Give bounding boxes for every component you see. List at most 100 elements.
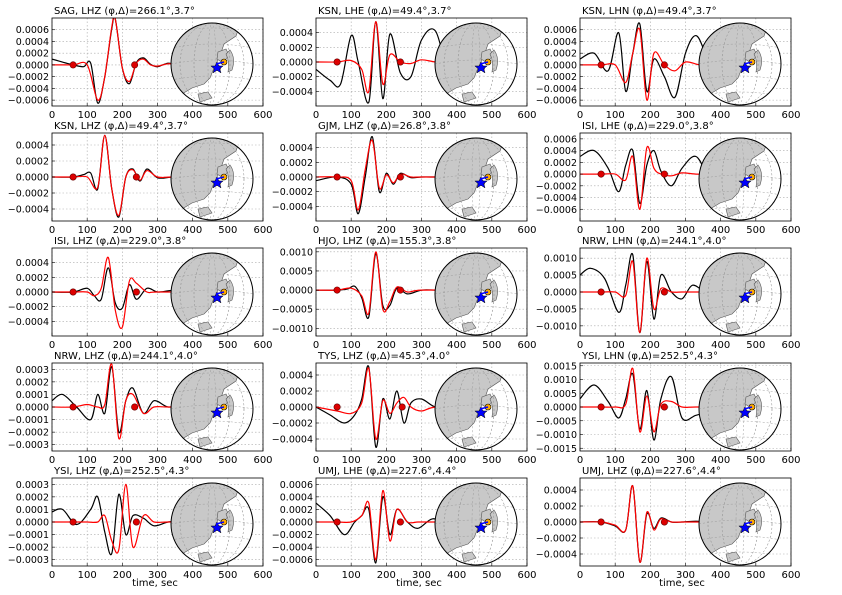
map-meridian [179, 368, 245, 450]
path-line [743, 176, 753, 180]
y-tick-label: 0.0006 [16, 25, 49, 36]
y-tick-label: 0.0004 [16, 141, 49, 152]
map-island-south [725, 91, 741, 103]
map-outline [698, 137, 782, 221]
x-tick-label: 100 [342, 110, 361, 121]
y-tick-label: 0.0000 [544, 60, 577, 71]
x-tick-label: 600 [253, 340, 272, 351]
x-tick-label: 100 [606, 455, 625, 466]
y-tick-label: 0.0005 [544, 389, 577, 400]
subplot-title: TYS, LHZ (φ,Δ)=45.3°,4.0° [317, 351, 450, 362]
subplot-title: HJO, LHZ (φ,Δ)=155.3°,3.8° [318, 236, 456, 247]
map-peninsula [744, 163, 758, 179]
x-tick-label: 0 [313, 340, 319, 351]
x-tick-label: 200 [113, 110, 132, 121]
subplot-grid: 0 100 200 300 400 500 600 0.0006 0.0004 0.0002 0.0… [8, 6, 801, 581]
synthetic-trace [52, 256, 207, 329]
window-marker-1 [597, 61, 605, 69]
x-tick-label: 500 [218, 455, 237, 466]
x-tick-label: 0 [577, 340, 583, 351]
y-tick-label: −0.0003 [8, 440, 49, 451]
x-tick-label: 400 [447, 110, 466, 121]
map-content [171, 483, 253, 565]
x-tick-label: 400 [183, 110, 202, 121]
map-parallel [171, 404, 253, 410]
synthetic-trace [580, 367, 735, 433]
synthetic-trace [316, 489, 471, 561]
map-parallel [699, 519, 781, 525]
y-tick-label: 0.0002 [280, 505, 313, 516]
epicenter-star [474, 61, 488, 74]
map-inset [698, 482, 782, 566]
x-tick-label: 500 [218, 225, 237, 236]
path-line [215, 61, 225, 65]
x-tick-label: 300 [412, 455, 431, 466]
map-peninsula [744, 393, 758, 409]
y-tick-label: 0.0004 [280, 371, 313, 382]
x-tick-label: 0 [577, 455, 583, 466]
map-island-south [197, 321, 213, 333]
window-marker-1 [597, 518, 605, 526]
y-tick-label: −0.0003 [8, 555, 49, 566]
epicenter-star [210, 176, 224, 189]
window-marker-2 [660, 288, 668, 296]
window-marker-1 [597, 170, 605, 178]
map-meridian [193, 253, 231, 335]
y-tick-label: −0.0004 [8, 317, 49, 328]
window-marker-1 [69, 173, 77, 181]
map-island-south [725, 206, 741, 218]
y-tick-label: 0.0002 [16, 157, 49, 168]
y-tick-label: −0.0006 [272, 555, 313, 566]
y-tick-label: 0.0006 [280, 480, 313, 491]
y-tick-label: 0.0004 [280, 28, 313, 39]
y-tick-label: 0.0001 [16, 505, 49, 516]
map-peninsula [480, 48, 494, 64]
x-tick-label: 400 [447, 455, 466, 466]
path-line [479, 176, 489, 180]
window-marker-1 [333, 286, 341, 294]
map-parallel [699, 158, 781, 164]
x-tick-label: 100 [78, 570, 97, 581]
map-parallel [171, 503, 253, 509]
map-inset [698, 22, 782, 106]
map-meridian [457, 138, 495, 220]
path-line [479, 521, 489, 525]
y-tick-label: 0.0002 [16, 49, 49, 60]
map-content [171, 253, 253, 335]
y-tick-label: −0.0004 [272, 87, 313, 98]
y-tick-label: 0.0004 [544, 486, 577, 497]
y-tick-label: 0.0000 [280, 403, 313, 414]
map-meridian [193, 483, 231, 565]
window-marker-2 [132, 288, 140, 296]
map-meridian [443, 138, 509, 220]
y-tick-label: −0.0002 [8, 543, 49, 554]
map-island-south [197, 91, 213, 103]
map-meridian [457, 368, 495, 450]
window-marker-2 [660, 403, 668, 411]
traces [316, 251, 471, 319]
map-meridian [193, 368, 231, 450]
window-marker-2 [131, 403, 139, 411]
y-tick-label: 0.0000 [544, 288, 577, 299]
y-tick-label: 0.0002 [16, 273, 49, 284]
map-parallel [699, 503, 781, 509]
map-inset [434, 367, 518, 451]
window-marker-2 [132, 518, 140, 526]
y-tick-label: −0.0002 [272, 72, 313, 83]
epicenter-star [738, 291, 752, 304]
subplot-title: KSN, LHN (φ,Δ)=49.4°,3.7° [582, 6, 717, 17]
y-tick-label: −0.0006 [8, 96, 49, 107]
x-tick-label: 0 [49, 570, 55, 581]
map-content [435, 483, 517, 565]
map-island-south [461, 91, 477, 103]
x-tick-label: 600 [253, 110, 272, 121]
x-tick-label: 200 [641, 225, 660, 236]
window-marker-1 [333, 403, 341, 411]
x-tick-label: 500 [746, 225, 765, 236]
x-tick-label: 300 [148, 225, 167, 236]
map-island-south [725, 436, 741, 448]
window-marker-1 [69, 61, 77, 69]
